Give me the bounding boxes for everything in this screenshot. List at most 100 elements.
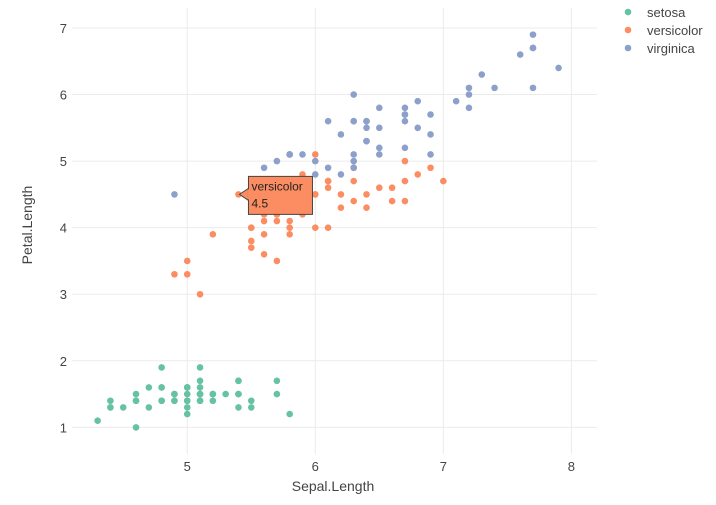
versicolor-point[interactable]: [401, 197, 409, 205]
legend-marker-versicolor[interactable]: [624, 26, 632, 34]
virginica-point[interactable]: [311, 171, 319, 178]
setosa-point[interactable]: [183, 390, 191, 398]
virginica-point[interactable]: [376, 104, 383, 112]
setosa-point[interactable]: [273, 377, 281, 385]
setosa-point[interactable]: [158, 364, 165, 371]
setosa-point[interactable]: [209, 390, 217, 398]
versicolor-point[interactable]: [260, 217, 268, 225]
setosa-point[interactable]: [132, 424, 140, 431]
versicolor-point[interactable]: [363, 204, 370, 212]
versicolor-point[interactable]: [273, 217, 281, 225]
virginica-point[interactable]: [337, 131, 345, 138]
setosa-point[interactable]: [94, 417, 101, 425]
setosa-point[interactable]: [171, 390, 178, 398]
virginica-point[interactable]: [414, 124, 422, 132]
setosa-point[interactable]: [132, 390, 140, 398]
virginica-point[interactable]: [427, 131, 434, 138]
versicolor-point[interactable]: [388, 197, 396, 205]
setosa-point[interactable]: [196, 390, 204, 398]
virginica-point[interactable]: [363, 117, 370, 125]
legend-label-virginica[interactable]: virginica: [647, 41, 695, 56]
versicolor-point[interactable]: [311, 151, 319, 158]
setosa-point[interactable]: [286, 410, 293, 418]
virginica-point[interactable]: [350, 117, 358, 125]
versicolor-point[interactable]: [440, 177, 447, 185]
virginica-point[interactable]: [452, 97, 460, 105]
versicolor-point[interactable]: [376, 184, 383, 192]
versicolor-point[interactable]: [324, 177, 332, 185]
virginica-point[interactable]: [478, 71, 486, 78]
versicolor-point[interactable]: [350, 177, 358, 185]
versicolor-point[interactable]: [196, 290, 204, 298]
virginica-point[interactable]: [260, 164, 268, 172]
legend-label-setosa[interactable]: setosa: [647, 5, 686, 20]
virginica-point[interactable]: [350, 157, 358, 165]
versicolor-point[interactable]: [183, 257, 191, 265]
setosa-point[interactable]: [247, 404, 255, 411]
versicolor-point[interactable]: [311, 191, 319, 198]
setosa-point[interactable]: [196, 377, 204, 385]
setosa-point[interactable]: [132, 397, 140, 405]
setosa-point[interactable]: [171, 397, 178, 405]
virginica-point[interactable]: [491, 84, 498, 92]
virginica-point[interactable]: [529, 84, 537, 92]
versicolor-point[interactable]: [286, 231, 293, 238]
virginica-point[interactable]: [427, 111, 434, 118]
versicolor-point[interactable]: [324, 224, 332, 231]
virginica-point[interactable]: [324, 164, 332, 172]
setosa-point[interactable]: [222, 390, 229, 398]
setosa-point[interactable]: [209, 397, 217, 405]
versicolor-point[interactable]: [209, 231, 217, 238]
versicolor-point[interactable]: [247, 237, 255, 245]
legend-marker-setosa[interactable]: [624, 8, 632, 16]
virginica-point[interactable]: [376, 124, 383, 132]
virginica-point[interactable]: [465, 91, 473, 98]
versicolor-point[interactable]: [311, 224, 319, 231]
setosa-point[interactable]: [107, 397, 114, 405]
virginica-point[interactable]: [311, 157, 319, 165]
setosa-point[interactable]: [145, 384, 153, 391]
virginica-point[interactable]: [529, 44, 537, 52]
versicolor-point[interactable]: [350, 197, 358, 205]
virginica-point[interactable]: [427, 151, 434, 158]
setosa-point[interactable]: [183, 384, 191, 391]
virginica-point[interactable]: [350, 91, 358, 98]
virginica-point[interactable]: [376, 144, 383, 152]
setosa-point[interactable]: [196, 397, 204, 405]
versicolor-point[interactable]: [337, 204, 345, 212]
virginica-point[interactable]: [171, 191, 178, 198]
setosa-point[interactable]: [196, 364, 204, 371]
virginica-point[interactable]: [529, 31, 537, 38]
versicolor-point[interactable]: [235, 191, 242, 198]
versicolor-point[interactable]: [286, 217, 293, 225]
versicolor-point[interactable]: [247, 244, 255, 251]
virginica-point[interactable]: [401, 111, 409, 118]
versicolor-point[interactable]: [427, 164, 434, 172]
setosa-point[interactable]: [107, 404, 114, 411]
setosa-point[interactable]: [183, 410, 191, 418]
versicolor-point[interactable]: [183, 270, 191, 278]
versicolor-point[interactable]: [401, 157, 409, 165]
versicolor-point[interactable]: [337, 191, 345, 198]
versicolor-point[interactable]: [247, 224, 255, 231]
versicolor-point[interactable]: [260, 231, 268, 238]
setosa-point[interactable]: [235, 404, 242, 411]
setosa-point[interactable]: [183, 397, 191, 405]
setosa-point[interactable]: [119, 404, 127, 411]
virginica-point[interactable]: [516, 51, 524, 58]
setosa-point[interactable]: [235, 377, 242, 385]
versicolor-point[interactable]: [273, 257, 281, 265]
virginica-point[interactable]: [465, 84, 473, 92]
versicolor-point[interactable]: [388, 184, 396, 192]
virginica-point[interactable]: [363, 137, 370, 145]
virginica-point[interactable]: [337, 171, 345, 178]
virginica-point[interactable]: [465, 104, 473, 112]
virginica-point[interactable]: [555, 64, 562, 72]
versicolor-point[interactable]: [260, 250, 268, 258]
versicolor-point[interactable]: [171, 270, 178, 278]
virginica-point[interactable]: [350, 164, 358, 172]
versicolor-point[interactable]: [401, 177, 409, 185]
setosa-point[interactable]: [247, 397, 255, 405]
setosa-point[interactable]: [196, 384, 204, 391]
virginica-point[interactable]: [363, 124, 370, 132]
